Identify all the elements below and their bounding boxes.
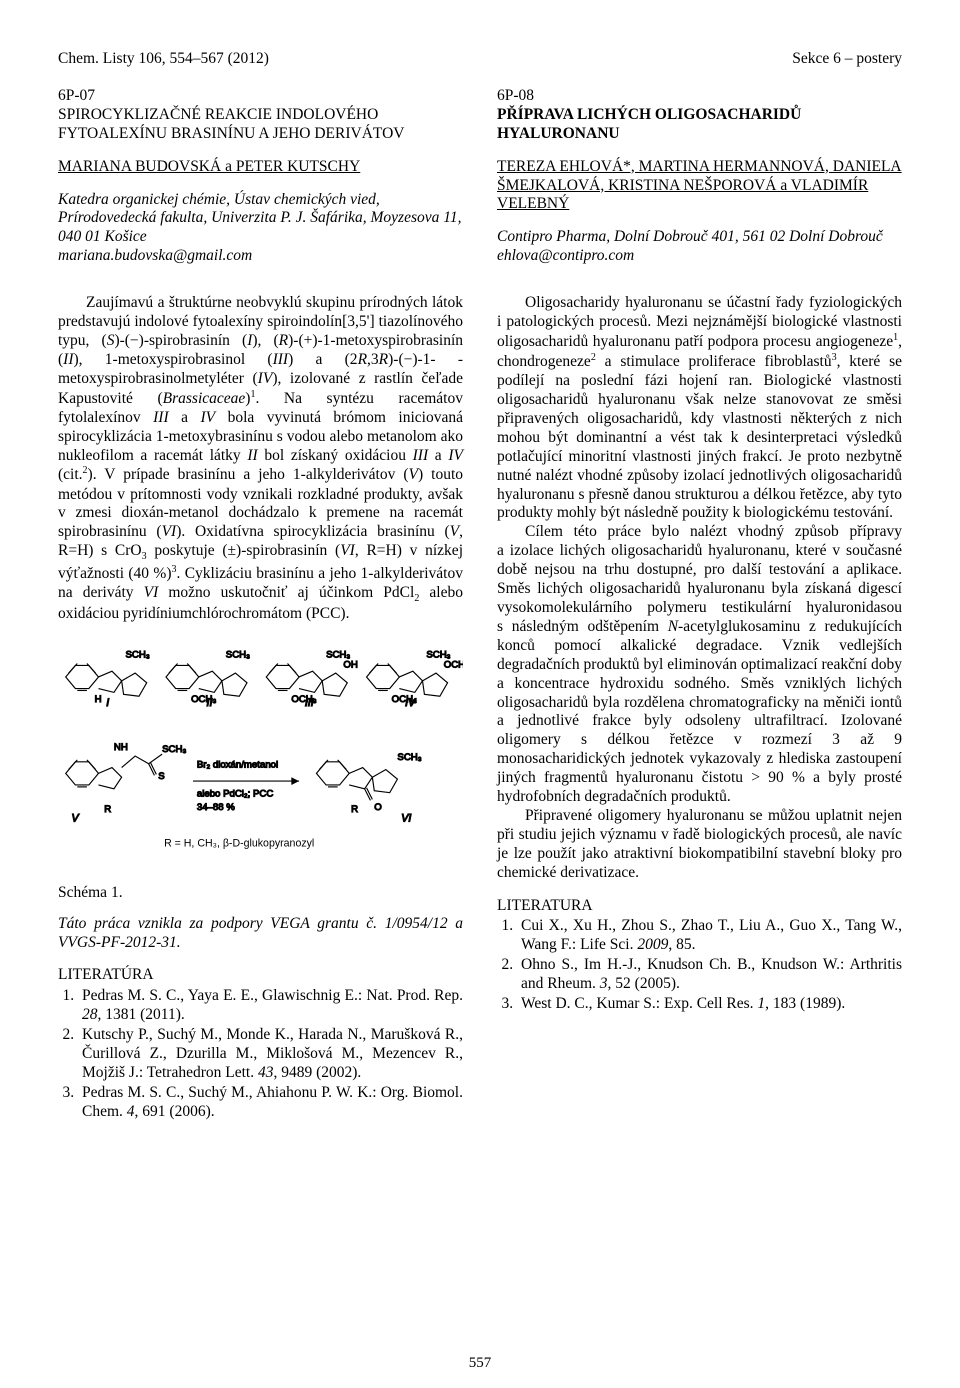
- references-right: Cui X., Xu H., Zhou S., Zhao T., Liu A.,…: [497, 917, 902, 1014]
- literature-heading-right: LITERATURA: [497, 897, 902, 916]
- abstract-left: Zaujímavú a štruktúrne neobvyklú skupinu…: [58, 294, 463, 624]
- scheme-sub-3: OCH₃: [291, 694, 316, 705]
- scheme-1-svg: I H SCH₃ II OCH₃ SCH₃: [58, 642, 463, 872]
- reference-item: Ohno S., Im H.-J., Knudson Ch. B., Knuds…: [517, 956, 902, 994]
- scheme-sch3-3: SCH₃: [326, 649, 350, 660]
- scheme-sch3-2: SCH₃: [226, 649, 250, 660]
- scheme-caption: Schéma 1.: [58, 884, 463, 903]
- affiliation-right: Contipro Pharma, Dolní Dobrouč 401, 561 …: [497, 228, 902, 266]
- scheme-cond3: 34–88 %: [197, 802, 235, 813]
- affiliation-left: Katedra organickej chémie, Ústav chemick…: [58, 191, 463, 267]
- reference-item: Cui X., Xu H., Zhou S., Zhao T., Liu A.,…: [517, 917, 902, 955]
- para-right-2: Cílem této práce bylo nalézt vhodný způs…: [497, 523, 902, 807]
- references-left: Pedras M. S. C., Yaya E. E., Glawischnig…: [58, 987, 463, 1121]
- scheme-label-I: I: [106, 697, 109, 709]
- scheme-cond2: alebo PdCl₂; PCC: [197, 788, 274, 799]
- para-right-3: Připravené oligomery hyaluronanu se můžo…: [497, 807, 902, 883]
- scheme-sch3-1: SCH₃: [126, 649, 150, 660]
- reference-item: Kutschy P., Suchý M., Monde K., Harada N…: [78, 1026, 463, 1083]
- page-columns: 6P-07 SPIROCYKLIZAČNÉ REAKCIE INDOLOVÉHO…: [58, 87, 902, 1123]
- poster-id-left: 6P-07: [58, 87, 463, 106]
- reference-item: Pedras M. S. C., Yaya E. E., Glawischnig…: [78, 987, 463, 1025]
- scheme-sub-4: OCH₃: [392, 694, 417, 705]
- scheme-sch3-4: SCH₃: [426, 649, 450, 660]
- svg-text:S: S: [158, 771, 164, 782]
- header-left: Chem. Listy 106, 554–567 (2012): [58, 50, 269, 69]
- reference-item: West D. C., Kumar S.: Exp. Cell Res. 1, …: [517, 995, 902, 1014]
- scheme-R2: R: [351, 804, 358, 815]
- scheme-r-explanation: R = H, CH₃, β-D-glukopyranozyl: [164, 837, 314, 849]
- poster-id-right: 6P-08: [497, 87, 902, 106]
- authors-right: TEREZA EHLOVÁ*, MARTINA HERMANNOVÁ, DANI…: [497, 158, 902, 215]
- poster-title-left: SPIROCYKLIZAČNÉ REAKCIE INDOLOVÉHO FYTOA…: [58, 106, 463, 144]
- left-column: 6P-07 SPIROCYKLIZAČNÉ REAKCIE INDOLOVÉHO…: [58, 87, 463, 1123]
- page-number: 557: [0, 1354, 960, 1372]
- acknowledgement-left: Táto práca vznikla za podpory VEGA grant…: [58, 915, 463, 953]
- literature-heading-left: LITERATÚRA: [58, 966, 463, 985]
- authors-left: MARIANA BUDOVSKÁ a PETER KUTSCHY: [58, 158, 463, 177]
- running-header: Chem. Listy 106, 554–567 (2012) Sekce 6 …: [58, 50, 902, 69]
- scheme-sub-H: H: [95, 694, 102, 705]
- scheme-topr-3: OH: [343, 659, 357, 670]
- scheme-nh: NH: [114, 742, 128, 753]
- scheme-label-V: V: [72, 812, 80, 824]
- scheme-1-figure: I H SCH₃ II OCH₃ SCH₃: [58, 642, 463, 878]
- scheme-cond1: Br₂ dioxán/metanol: [197, 759, 278, 770]
- right-column: 6P-08 PŘÍPRAVA LICHÝCH OLIGOSACHARIDŮ HY…: [497, 87, 902, 1123]
- scheme-sub-2: OCH₃: [191, 694, 216, 705]
- scheme-topr-4: OCH₃: [444, 659, 463, 670]
- scheme-sch3-6: SCH₃: [397, 752, 421, 763]
- scheme-label-VI: VI: [401, 812, 411, 824]
- scheme-sch3-5: SCH₃: [162, 744, 186, 755]
- scheme-R: R: [104, 804, 111, 815]
- header-right: Sekce 6 – postery: [792, 50, 902, 69]
- reference-item: Pedras M. S. C., Suchý M., Ahiahonu P. W…: [78, 1084, 463, 1122]
- poster-title-right: PŘÍPRAVA LICHÝCH OLIGOSACHARIDŮ HYALURON…: [497, 106, 902, 144]
- svg-text:O: O: [374, 802, 382, 813]
- para-right-1: Oligosacharidy hyaluronanu se účastní řa…: [497, 294, 902, 523]
